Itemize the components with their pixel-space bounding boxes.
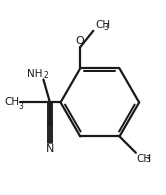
Text: CH: CH bbox=[95, 20, 110, 30]
Text: 3: 3 bbox=[145, 155, 150, 164]
Text: CH: CH bbox=[4, 97, 20, 107]
Text: 2: 2 bbox=[43, 71, 48, 80]
Text: 3: 3 bbox=[18, 102, 23, 111]
Text: CH: CH bbox=[137, 154, 152, 164]
Text: N: N bbox=[46, 144, 54, 154]
Text: O: O bbox=[76, 36, 85, 46]
Text: NH: NH bbox=[27, 69, 42, 79]
Text: 3: 3 bbox=[103, 23, 108, 32]
